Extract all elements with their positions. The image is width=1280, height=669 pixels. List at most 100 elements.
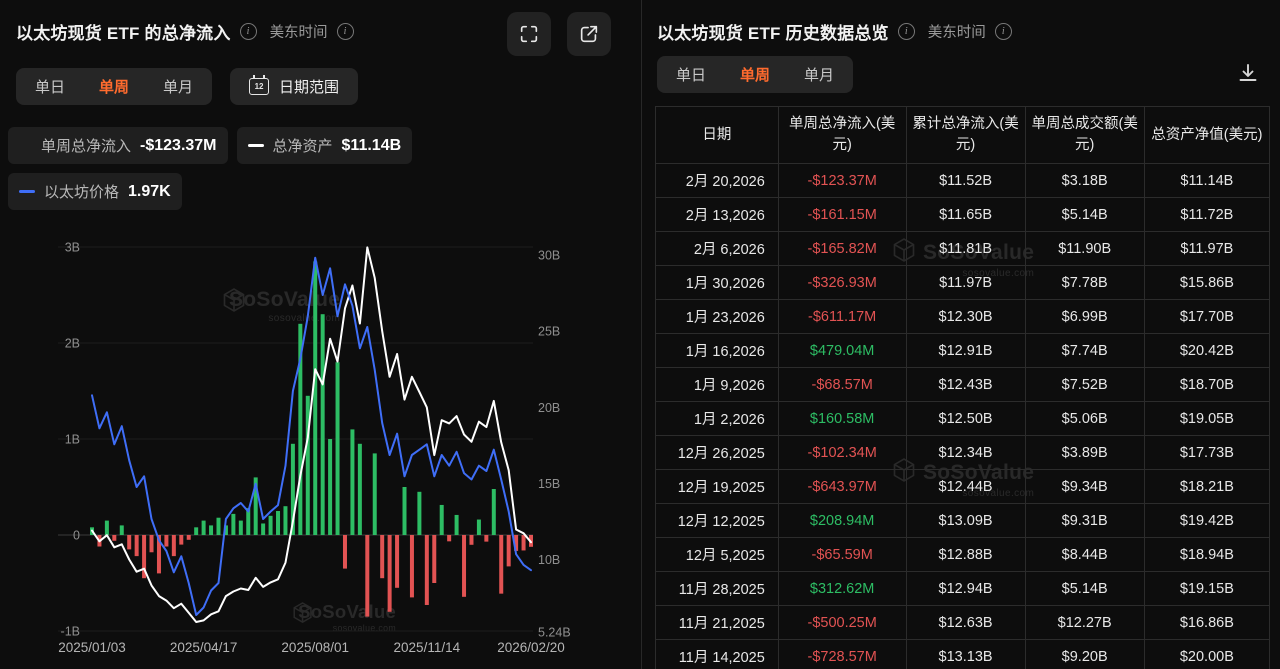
- cell-volume: $7.74B: [1024, 333, 1145, 369]
- cell-date: 1月 9,2026: [655, 367, 779, 403]
- column-header: 单周总净流入(美元): [777, 105, 907, 165]
- column-header: 累计总净流入(美元): [905, 105, 1026, 165]
- cell-nav: $18.94B: [1143, 537, 1271, 573]
- cell-volume: $5.14B: [1024, 197, 1145, 233]
- table-row: 2月 20,2026 -$123.37M $11.52B $3.18B $11.14B: [655, 163, 1271, 199]
- chart-panel: 以太坊现货 ETF 的总净流入 美东时间: [0, 0, 641, 669]
- cell-cumulative-flow: $12.94B: [905, 571, 1026, 607]
- legend-eth-price[interactable]: 以太坊价格 1.97K: [8, 173, 182, 210]
- svg-text:2025/08/01: 2025/08/01: [281, 640, 349, 655]
- column-header: 总资产净值(美元): [1143, 105, 1271, 165]
- table-row: 1月 16,2026 $479.04M $12.91B $7.74B $20.42B: [655, 333, 1271, 369]
- cell-nav: $17.70B: [1143, 299, 1271, 335]
- cell-cumulative-flow: $12.30B: [905, 299, 1026, 335]
- table-title: 以太坊现货 ETF 历史数据总览: [657, 24, 889, 43]
- cell-cumulative-flow: $11.65B: [905, 197, 1026, 233]
- fullscreen-button[interactable]: [507, 12, 551, 56]
- white-line-swatch-icon: [247, 143, 264, 148]
- column-header: 单周总成交额(美元): [1024, 105, 1145, 165]
- cell-cumulative-flow: $12.44B: [905, 469, 1026, 505]
- table-row: 1月 2,2026 $160.58M $12.50B $5.06B $19.05B: [655, 401, 1271, 437]
- info-icon[interactable]: [239, 23, 257, 40]
- table-row: 1月 30,2026 -$326.93M $11.97B $7.78B $15.86B: [655, 265, 1271, 301]
- info-icon[interactable]: [994, 23, 1012, 40]
- table-panel-header: 以太坊现货 ETF 历史数据总览 美东时间: [642, 0, 1280, 44]
- table-row: 1月 23,2026 -$611.17M $12.30B $6.99B $17.70B: [655, 299, 1271, 335]
- legend-value: -$123.37M: [140, 136, 217, 154]
- cell-volume: $9.31B: [1024, 503, 1145, 539]
- date-range-label: 日期范围: [279, 79, 340, 96]
- cell-nav: $11.14B: [1143, 163, 1271, 199]
- cell-volume: $9.20B: [1024, 639, 1145, 669]
- svg-text:10B: 10B: [538, 553, 560, 567]
- history-table: 日期 单周总净流入(美元) 累计总净流入(美元) 单周总成交额(美元) 总资产净值(美元…: [655, 105, 1271, 669]
- tab-daily[interactable]: 单日: [18, 68, 82, 105]
- table-header-row: 日期 单周总净流入(美元) 累计总净流入(美元) 单周总成交额(美元) 总资产净值(美元…: [655, 105, 1271, 165]
- fullscreen-icon: [518, 23, 540, 45]
- cell-date: 2月 20,2026: [655, 163, 779, 199]
- legend-label: 单周总净流入: [41, 138, 132, 155]
- table-controls: 单日 单周 单月: [657, 56, 1264, 93]
- date-range-button[interactable]: 12 日期范围: [230, 68, 359, 105]
- cell-cumulative-flow: $11.52B: [905, 163, 1026, 199]
- info-icon[interactable]: [336, 23, 354, 40]
- share-button[interactable]: [567, 12, 611, 56]
- cell-weekly-flow: -$326.93M: [777, 265, 907, 301]
- chart-controls: 单日 单周 单月 12 日期范围: [16, 68, 625, 105]
- tab-weekly[interactable]: 单周: [82, 68, 146, 105]
- cell-volume: $11.90B: [1024, 231, 1145, 267]
- cell-weekly-flow: -$611.17M: [777, 299, 907, 335]
- cell-date: 1月 23,2026: [655, 299, 779, 335]
- table-row: 12月 5,2025 -$65.59M $12.88B $8.44B $18.94B: [655, 537, 1271, 573]
- cell-cumulative-flow: $12.50B: [905, 401, 1026, 437]
- cell-date: 11月 28,2025: [655, 571, 779, 607]
- table-body: 2月 20,2026 -$123.37M $11.52B $3.18B $11.14B 2…: [655, 163, 1271, 669]
- cell-date: 1月 30,2026: [655, 265, 779, 301]
- cell-weekly-flow: -$65.59M: [777, 537, 907, 573]
- svg-text:15B: 15B: [538, 477, 560, 491]
- legend-value: $11.14B: [341, 136, 402, 154]
- cell-weekly-flow: -$500.25M: [777, 605, 907, 641]
- table-row: 1月 9,2026 -$68.57M $12.43B $7.52B $18.70B: [655, 367, 1271, 403]
- cell-cumulative-flow: $12.43B: [905, 367, 1026, 403]
- cell-date: 2月 13,2026: [655, 197, 779, 233]
- cell-cumulative-flow: $13.13B: [905, 639, 1026, 669]
- info-icon[interactable]: [897, 23, 915, 40]
- tab-monthly[interactable]: 单月: [787, 56, 851, 93]
- download-button[interactable]: [1232, 57, 1264, 92]
- cell-cumulative-flow: $11.81B: [905, 231, 1026, 267]
- cell-weekly-flow: $479.04M: [777, 333, 907, 369]
- cell-cumulative-flow: $12.63B: [905, 605, 1026, 641]
- flow-chart[interactable]: 3B 2B 1B 0 -1B 30B 25B 20B 15B 10B 5.24B 2025/01/03…: [0, 240, 641, 669]
- cell-volume: $7.78B: [1024, 265, 1145, 301]
- calendar-icon: 12: [249, 75, 270, 95]
- cell-volume: $12.27B: [1024, 605, 1145, 641]
- legend-total-assets[interactable]: 总净资产 $11.14B: [236, 127, 413, 164]
- flow-chart-area: SoSoValue sosovalue.com SoSoValue sosova…: [0, 240, 641, 669]
- chart-legend: 单周总净流入 -$123.37M 总净资产 $11.14B 以太坊价格 1.97…: [0, 105, 641, 210]
- tab-weekly[interactable]: 单周: [723, 56, 787, 93]
- cell-nav: $20.00B: [1143, 639, 1271, 669]
- cell-cumulative-flow: $12.88B: [905, 537, 1026, 573]
- cell-weekly-flow: -$161.15M: [777, 197, 907, 233]
- cell-volume: $5.14B: [1024, 571, 1145, 607]
- cell-weekly-flow: -$165.82M: [777, 231, 907, 267]
- cell-nav: $17.73B: [1143, 435, 1271, 471]
- cell-nav: $16.86B: [1143, 605, 1271, 641]
- cell-nav: $15.86B: [1143, 265, 1271, 301]
- cell-nav: $19.15B: [1143, 571, 1271, 607]
- tab-daily[interactable]: 单日: [659, 56, 723, 93]
- cell-weekly-flow: -$102.34M: [777, 435, 907, 471]
- svg-text:2025/04/17: 2025/04/17: [170, 640, 238, 655]
- cell-nav: $11.97B: [1143, 231, 1271, 267]
- cell-date: 1月 2,2026: [655, 401, 779, 437]
- legend-weekly-flow[interactable]: 单周总净流入 -$123.37M: [8, 127, 228, 164]
- svg-text:5.24B: 5.24B: [538, 626, 571, 640]
- svg-text:25B: 25B: [538, 325, 560, 339]
- cell-nav: $19.05B: [1143, 401, 1271, 437]
- cell-volume: $3.18B: [1024, 163, 1145, 199]
- chart-panel-header: 以太坊现货 ETF 的总净流入 美东时间: [0, 0, 641, 56]
- tab-monthly[interactable]: 单月: [146, 68, 210, 105]
- cell-cumulative-flow: $11.97B: [905, 265, 1026, 301]
- cell-nav: $11.72B: [1143, 197, 1271, 233]
